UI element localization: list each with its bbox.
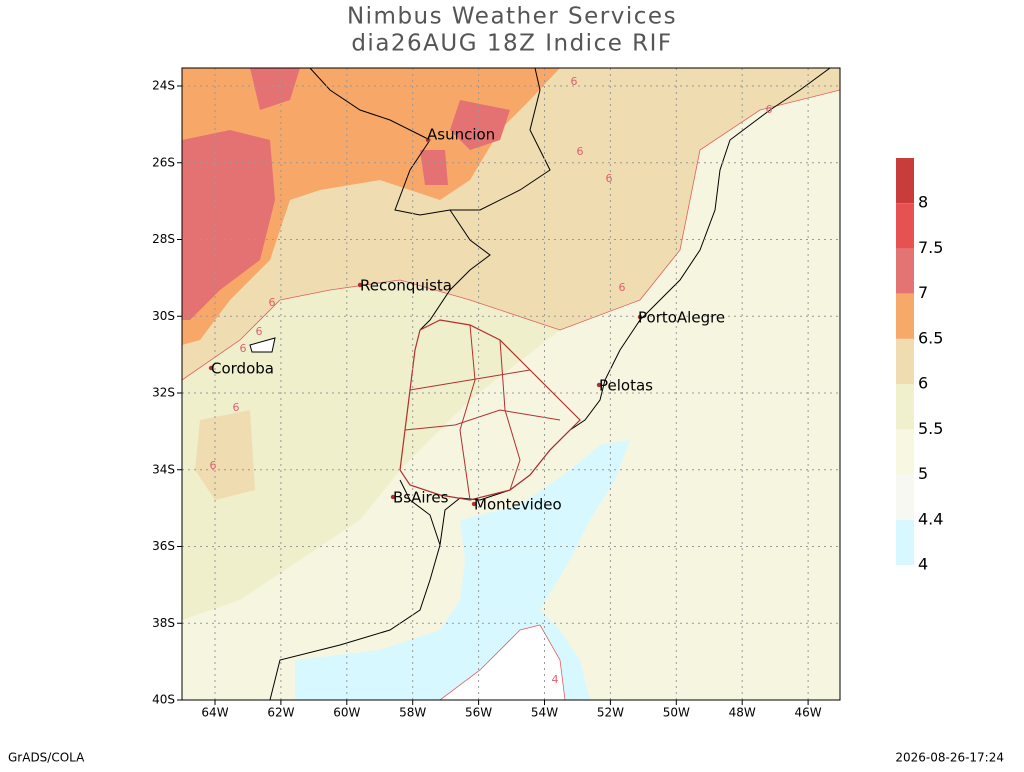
lon-tick-label: 46W: [795, 706, 822, 720]
city-label: Asuncion: [427, 126, 495, 144]
lon-tick-label: 52W: [597, 706, 624, 720]
colorbar-label: 4: [918, 555, 928, 574]
city-label: Montevideo: [474, 496, 562, 514]
contour-label: 6: [571, 75, 578, 88]
colorbar-swatch: [896, 384, 914, 430]
lat-tick-label: 38S: [152, 616, 175, 630]
colorbar: 8 7.5 7 6.5 6 5.5 5 4.4 4: [896, 158, 943, 574]
colorbar-swatch: [896, 203, 914, 249]
colorbar-swatch: [896, 474, 914, 520]
city-marker: [425, 137, 431, 143]
contour-label: 6: [619, 281, 626, 294]
contour-label: 6: [577, 145, 584, 158]
colorbar-label: 5: [918, 464, 928, 483]
contour-label: 6: [210, 459, 217, 472]
lat-tick-label: 28S: [152, 232, 175, 246]
colorbar-label: 7.5: [918, 238, 943, 257]
contour-label: 6: [256, 325, 263, 338]
footer-right: 2026-08-26-17:24: [895, 751, 1004, 765]
colorbar-swatch: [896, 429, 914, 475]
city-marker: [390, 494, 396, 500]
lat-tick-label: 34S: [152, 462, 175, 476]
lat-tick-label: 26S: [152, 155, 175, 169]
city-marker: [357, 282, 363, 288]
lat-tick-label: 36S: [152, 539, 175, 553]
city-label: Cordoba: [211, 360, 274, 378]
contour-label: 6: [766, 103, 773, 116]
colorbar-swatch: [896, 158, 914, 204]
contour-label: 6: [606, 172, 613, 185]
map-frame: [181, 67, 841, 701]
lat-tick-label: 30S: [152, 309, 175, 323]
city-marker: [208, 365, 214, 371]
colorbar-swatch: [896, 248, 914, 294]
lat-tick-label: 24S: [152, 79, 175, 93]
graticule: 24S 26S 28S 30S 32S 34S 36S 38S 40S 64W 62W 60W 58W 5…: [152, 68, 840, 720]
lat-tick-label: 32S: [152, 386, 175, 400]
colorbar-label: 6.5: [918, 328, 943, 347]
title: Nimbus Weather Services: [347, 4, 677, 30]
lon-tick-label: 60W: [333, 706, 360, 720]
lon-tick-label: 56W: [465, 706, 492, 720]
city-label: Reconquista: [360, 277, 452, 295]
footer-left: GrADS/COLA: [8, 751, 85, 765]
contour-label: 6: [233, 401, 240, 414]
colorbar-label: 5.5: [918, 419, 943, 438]
city-label: Pelotas: [599, 377, 653, 395]
colorbar-label: 7: [918, 283, 928, 302]
colorbar-swatch: [896, 519, 914, 565]
city-label: BsAires: [393, 489, 449, 507]
colorbar-label: 4.4: [918, 509, 943, 528]
lon-tick-label: 48W: [729, 706, 756, 720]
city-marker: [637, 314, 643, 320]
contour-label: 4: [552, 673, 559, 686]
colorbar-swatch: [896, 338, 914, 385]
lon-tick-label: 58W: [399, 706, 426, 720]
map-fields: [182, 68, 840, 700]
contour-label: 6: [269, 296, 276, 309]
lon-tick-label: 64W: [201, 706, 228, 720]
city-marker: [471, 501, 477, 507]
colorbar-label: 6: [918, 374, 928, 393]
colorbar-label: 8: [918, 193, 928, 212]
contour-label: 6: [240, 342, 247, 355]
city-label: PortoAlegre: [638, 309, 725, 327]
city-marker: [596, 382, 602, 388]
lon-tick-label: 62W: [267, 706, 294, 720]
subtitle: dia26AUG 18Z Indice RIF: [351, 31, 672, 57]
lon-tick-label: 50W: [663, 706, 690, 720]
lat-tick-label: 40S: [152, 693, 175, 707]
lon-tick-label: 54W: [531, 706, 558, 720]
colorbar-swatch: [896, 293, 914, 339]
